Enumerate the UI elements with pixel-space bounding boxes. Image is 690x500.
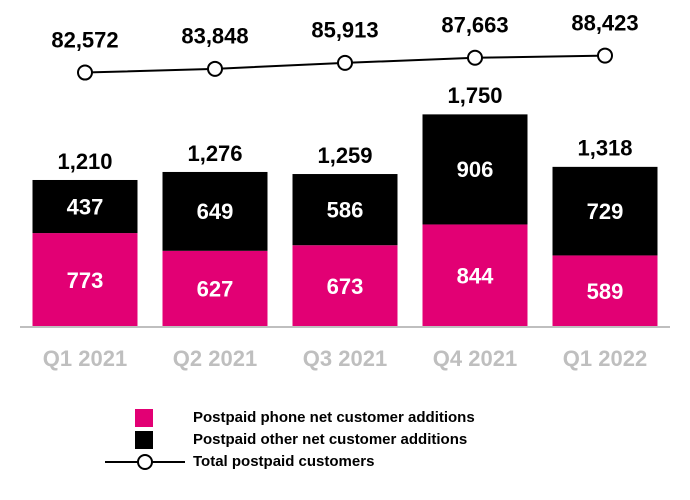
line-label: 87,663: [441, 13, 508, 38]
legend-swatch: [135, 409, 153, 427]
bar-segment: [422, 224, 528, 327]
bar-segment: [552, 166, 658, 256]
x-tick-label: Q1 2021: [43, 346, 127, 371]
line-label: 88,423: [571, 10, 638, 35]
total-label: 1,318: [577, 136, 632, 161]
line-label: 82,572: [51, 27, 118, 52]
legend-label: Postpaid phone net customer additions: [193, 409, 475, 426]
segment-label: 627: [197, 277, 234, 302]
segment-label: 906: [457, 157, 494, 182]
bar-segment: [422, 114, 528, 225]
bar-segment: [162, 250, 268, 327]
bar-segment: [552, 255, 658, 327]
line-label: 83,848: [181, 24, 248, 49]
line-label: 85,913: [311, 18, 378, 43]
bar-segment: [32, 179, 138, 234]
segment-label: 673: [327, 274, 364, 299]
x-tick-label: Q1 2022: [563, 346, 647, 371]
legend-label: Total postpaid customers: [193, 453, 374, 470]
line-point: [77, 64, 93, 81]
segment-label: 773: [67, 268, 104, 293]
total-label: 1,210: [57, 149, 112, 174]
bar-segment: [162, 171, 268, 251]
segment-label: 649: [197, 199, 234, 224]
total-label: 1,259: [317, 143, 372, 168]
bar-segment: [292, 245, 398, 327]
segment-label: 586: [327, 197, 364, 222]
line-point: [207, 60, 223, 77]
x-tick-label: Q3 2021: [303, 346, 387, 371]
line-point: [597, 47, 613, 64]
x-tick-label: Q2 2021: [173, 346, 257, 371]
segment-label: 844: [457, 264, 494, 289]
total-label: 1,750: [447, 83, 502, 108]
line-point: [337, 54, 353, 71]
total-label: 1,276: [187, 141, 242, 166]
segment-label: 729: [587, 199, 624, 224]
segment-label: 437: [67, 194, 104, 219]
line-point: [467, 49, 483, 66]
bar-segment: [32, 233, 138, 327]
legend-label: Postpaid other net customer additions: [193, 431, 467, 448]
bar-segment: [292, 174, 398, 246]
legend-swatch: [135, 431, 153, 449]
x-tick-label: Q4 2021: [433, 346, 517, 371]
legend-marker: [137, 454, 153, 470]
segment-label: 589: [587, 279, 624, 304]
